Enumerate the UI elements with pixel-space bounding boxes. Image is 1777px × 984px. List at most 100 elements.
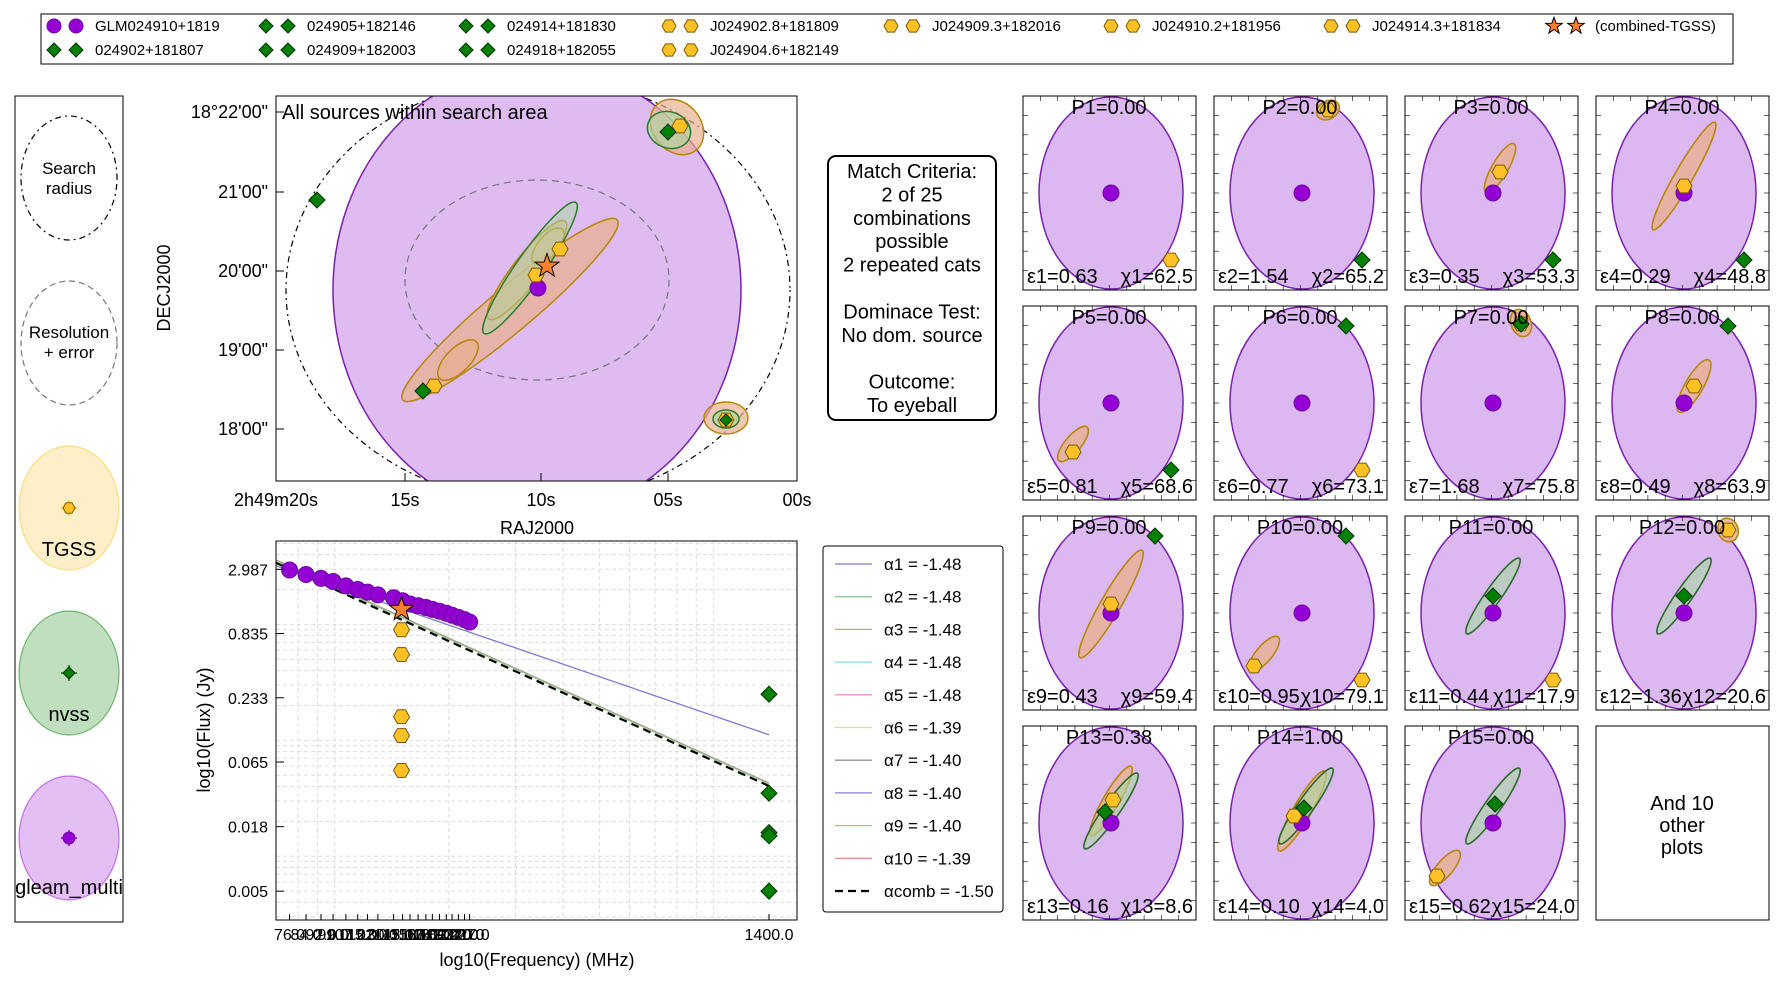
sed-point [760, 827, 778, 845]
sky-title: All sources within search area [282, 102, 549, 124]
nvss-source [719, 413, 733, 427]
combo-epsilon: ε10=0.95 [1218, 686, 1300, 708]
legend-marker [1103, 19, 1119, 33]
search-radius [285, 96, 791, 481]
combo-panel: P12=0.00 ε12=1.36 χ12=20.6 [1595, 515, 1770, 711]
legend-marker [661, 19, 677, 33]
gleam-source [1675, 394, 1693, 412]
combo-chi: χ13=8.6 [1121, 896, 1193, 918]
fit-legend-label: α7 = -1.40 [884, 751, 961, 770]
combo-probability: P11=0.00 [1449, 517, 1534, 539]
sed-point [281, 561, 299, 579]
tgss-source [1162, 252, 1180, 268]
combo-inner [1038, 96, 1184, 290]
sed-point [392, 709, 411, 725]
tgss-source [1353, 462, 1371, 478]
x-tick-label: 189.0 [419, 927, 459, 944]
y-tick-label: 0.018 [228, 820, 268, 837]
nvss-source [1162, 461, 1180, 479]
legend-label: 024918+182055 [507, 42, 616, 59]
combo-inner [1420, 726, 1566, 920]
x-tick-label: 227.0 [450, 927, 490, 944]
combo-epsilon: ε12=1.36 [1600, 686, 1682, 708]
combo-probability: P5=0.00 [1071, 307, 1146, 329]
x-tick-label: 99.0 [318, 927, 349, 944]
search-label: Search [42, 159, 96, 178]
tgss-source [1104, 792, 1122, 808]
combo-epsilon: ε2=1.54 [1218, 266, 1289, 288]
tgss-source [1319, 102, 1337, 118]
match-line: Dominace Test: [843, 301, 980, 323]
sed-point [760, 882, 778, 900]
legend-marker [258, 18, 274, 34]
gleam-source [1293, 394, 1311, 412]
sed-point [392, 622, 411, 638]
combo-chi: χ14=4.0 [1312, 896, 1384, 918]
tgss-source [1064, 444, 1082, 460]
legend-marker [1566, 15, 1586, 35]
combo-probability: P15=0.00 [1448, 727, 1534, 749]
legend-marker [683, 19, 699, 33]
catalogue-label: gleam_multi [15, 877, 123, 899]
resolution-label: Resolution [29, 323, 109, 342]
y-tick-label: 0.065 [228, 755, 268, 772]
combo-inner [1420, 516, 1566, 710]
legend-marker [683, 43, 699, 57]
sky-inner [285, 96, 791, 481]
x-tick-label: 122.0 [347, 927, 387, 944]
combo-panel: P13=0.38 ε13=0.16 χ13=8.6 [1022, 725, 1197, 921]
fit-legend-label: α1 = -1.48 [884, 555, 961, 574]
combo-inner [1420, 96, 1566, 290]
x-tick-label: 15s [390, 490, 419, 510]
resolution-label: + error [44, 343, 95, 362]
combo-chi: χ15=24.0 [1492, 896, 1575, 918]
nvss-source [1484, 587, 1502, 605]
sed-point [461, 613, 479, 631]
combo-chi: χ8=63.9 [1694, 476, 1766, 498]
fit-legend-label: αcomb = -1.50 [884, 882, 994, 901]
combo-probability: P2=0.00 [1262, 97, 1337, 119]
match-line: possible [875, 231, 948, 253]
legend-marker [280, 42, 296, 58]
catalogue-marker [62, 831, 76, 845]
fit-legend-label: α9 = -1.40 [884, 817, 961, 836]
combo-epsilon: ε6=0.77 [1218, 476, 1289, 498]
combo-panel: P5=0.00 ε5=0.81 χ5=68.6 [1022, 305, 1197, 501]
combo-inner [1229, 306, 1375, 500]
combo-probability: P3=0.00 [1453, 97, 1528, 119]
x-tick-label: 76.0 [274, 927, 305, 944]
combo-epsilon: ε1=0.63 [1027, 266, 1098, 288]
combo-chi: χ1=62.5 [1121, 266, 1193, 288]
match-line: Outcome: [869, 372, 956, 394]
gleam-source [1102, 184, 1120, 202]
legend-label: 024909+182003 [307, 42, 416, 59]
x-tick-label: 10s [526, 490, 555, 510]
tgss-source [551, 241, 569, 257]
gleam-source [1102, 814, 1120, 832]
legend-marker [905, 19, 921, 33]
combo-epsilon: ε8=0.49 [1600, 476, 1671, 498]
legend-marker [258, 42, 274, 58]
sky-xlabel: RAJ2000 [500, 518, 574, 538]
combo-chi: χ10=79.1 [1301, 686, 1384, 708]
nvss-source [1719, 317, 1737, 335]
combo-probability: P9=0.00 [1071, 517, 1146, 539]
sed-point [369, 586, 387, 604]
sed-point [760, 784, 778, 802]
combo-probability: P14=1.00 [1257, 727, 1343, 749]
nvss-source [1544, 251, 1562, 269]
match-line: To eyeball [867, 395, 957, 417]
y-tick-label: 0.233 [228, 691, 268, 708]
x-tick-label: 107.0 [326, 927, 366, 944]
combo-epsilon: ε9=0.43 [1027, 686, 1098, 708]
legend-marker [480, 42, 496, 58]
x-tick-label: 92.0 [305, 927, 336, 944]
catalogue-marker [62, 666, 76, 680]
combo-probability: P4=0.00 [1644, 97, 1719, 119]
legend-label: 024905+182146 [307, 18, 416, 35]
legend-label: J024904.6+182149 [710, 42, 839, 59]
legend-marker [1323, 19, 1339, 33]
fit-legend: α1 = -1.48 α2 = -1.48 α3 = -1.48 α4 = -1.48… [822, 545, 1004, 913]
